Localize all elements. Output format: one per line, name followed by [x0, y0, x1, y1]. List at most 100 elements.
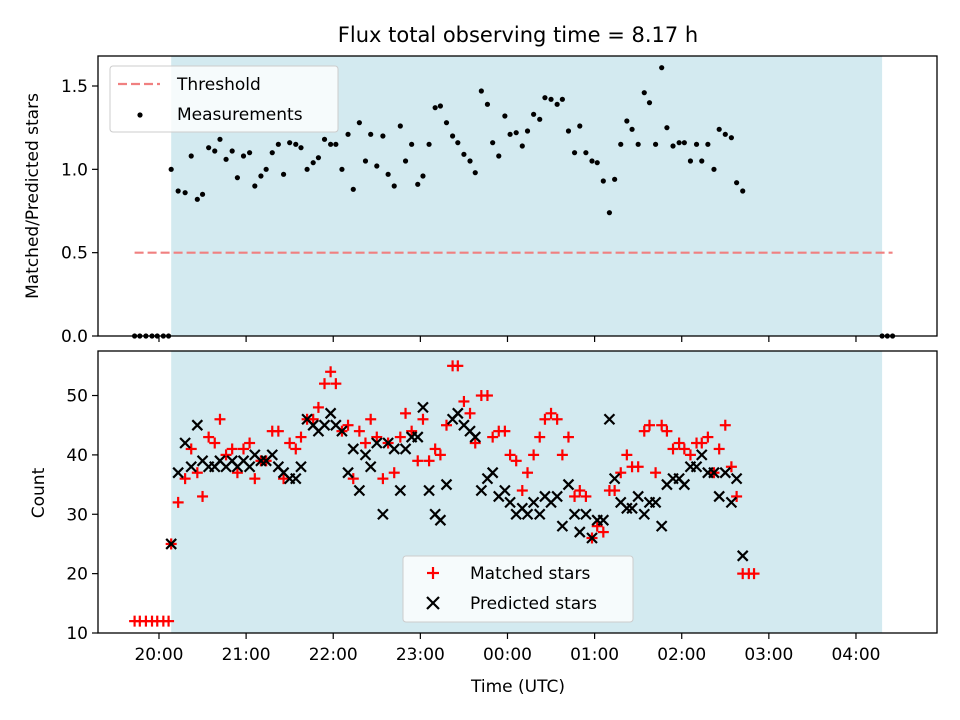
matched-star-point: [214, 413, 226, 425]
predicted-star-point: [191, 419, 204, 431]
matched-star-point: [209, 437, 221, 449]
matched-star-point: [220, 449, 232, 461]
measurement-point: [315, 155, 322, 161]
predicted-star-point: [266, 449, 279, 461]
predicted-star-point: [452, 407, 464, 420]
predicted-star-point: [324, 407, 337, 420]
matched-star-point: [638, 425, 650, 437]
count-legend-box: [402, 555, 634, 623]
count-y-tick-label: 20: [66, 565, 88, 585]
measurement-point: [175, 188, 181, 194]
ratio-y-tick-label: 1.0: [61, 160, 88, 180]
x-tick-label: 01:00: [570, 645, 619, 665]
measurement-point: [484, 101, 491, 107]
measurement-point: [740, 188, 746, 194]
matched-star-point: [272, 425, 284, 437]
measurement-point: [328, 141, 334, 147]
matched-star-point: [278, 473, 290, 485]
matched-star-point: [284, 437, 296, 449]
measurement-point: [716, 126, 722, 132]
measurement-point: [589, 158, 595, 164]
count-y-ticks: 10 20 30 40 50: [66, 387, 98, 644]
matched-star-point: [377, 473, 389, 485]
predicted-star-point: [165, 538, 177, 550]
matched-star-point: [185, 443, 197, 455]
matched-star-point: [621, 449, 633, 461]
predicted-star-point: [551, 490, 563, 503]
count-y-tick-label: 10: [66, 624, 88, 644]
matched-star-point: [684, 449, 696, 461]
ratio-legend-box: [109, 65, 339, 133]
measurement-point: [385, 171, 391, 177]
matched-star-point: [469, 437, 481, 449]
predicted-star-point: [434, 514, 447, 526]
measurement-point: [554, 101, 560, 107]
predicted-star-point: [527, 496, 540, 509]
predicted-star-point: [342, 466, 354, 479]
predicted-star-point: [371, 437, 383, 449]
predicted-star-point: [318, 419, 331, 431]
matched-star-point: [394, 431, 406, 443]
matched-star-point: [650, 467, 662, 479]
predicted-star-point: [586, 532, 598, 544]
measurement-point: [513, 130, 519, 136]
measurement-point: [502, 113, 508, 119]
matched-star-point: [597, 526, 609, 538]
matched-star-point: [481, 390, 493, 402]
measurement-point: [275, 141, 281, 147]
measurement-point: [240, 153, 247, 159]
matched-star-point: [632, 461, 644, 473]
predicted-star-point: [295, 460, 307, 473]
predicted-star-point: [725, 496, 738, 509]
predicted-stars-series: [165, 401, 749, 562]
matched-star-point: [290, 443, 302, 455]
measurement-point: [304, 166, 310, 172]
measurement-point: [687, 158, 694, 164]
predicted-star-point: [499, 484, 511, 497]
measurement-point: [670, 143, 676, 149]
measurement-point: [212, 148, 218, 154]
measurement-point: [571, 150, 578, 156]
measurement-point: [490, 140, 496, 146]
predicted-star-point: [690, 460, 703, 473]
measurement-point: [246, 150, 253, 156]
matched-star-point: [516, 485, 528, 497]
predicted-star-point: [423, 484, 435, 497]
measurement-point: [415, 181, 421, 187]
matched-star-point: [673, 437, 685, 449]
matched-star-point: [434, 449, 446, 461]
measurement-point: [188, 153, 194, 159]
measurement-point: [229, 148, 235, 154]
predicted-star-point: [353, 484, 366, 497]
measurement-point: [728, 135, 734, 141]
x-tick-label: 21:00: [222, 645, 271, 665]
ratio-x-ticks: [158, 336, 857, 342]
predicted-star-point: [486, 466, 499, 479]
matched-star-point: [172, 496, 184, 508]
matched-star-point: [545, 407, 557, 419]
matched-star-point: [615, 467, 627, 479]
matched-star-point: [330, 378, 342, 390]
measurement-point: [380, 133, 386, 139]
predicted-star-point: [713, 490, 725, 503]
matched-star-point: [719, 419, 731, 431]
predicted-star-point: [603, 413, 616, 426]
measurement-point: [258, 173, 264, 179]
ratio-y-tick-label: 1.5: [61, 77, 88, 97]
x-tick-label: 00:00: [483, 645, 532, 665]
predicted-star-point: [719, 466, 732, 479]
matched-star-point: [319, 378, 331, 390]
ratio-panel-frame: [97, 55, 938, 337]
measurement-point: [565, 128, 572, 134]
matched-star-point: [702, 431, 714, 443]
measurement-point: [356, 120, 362, 126]
measurement-point: [280, 171, 287, 177]
measurement-point: [374, 163, 380, 169]
measurement-point: [345, 131, 351, 137]
matched-star-point: [365, 413, 377, 425]
measurement-point: [629, 126, 635, 132]
legend-measurements-swatch: [137, 112, 143, 118]
matched-star-point: [464, 407, 476, 419]
matched-star-point: [499, 425, 511, 437]
